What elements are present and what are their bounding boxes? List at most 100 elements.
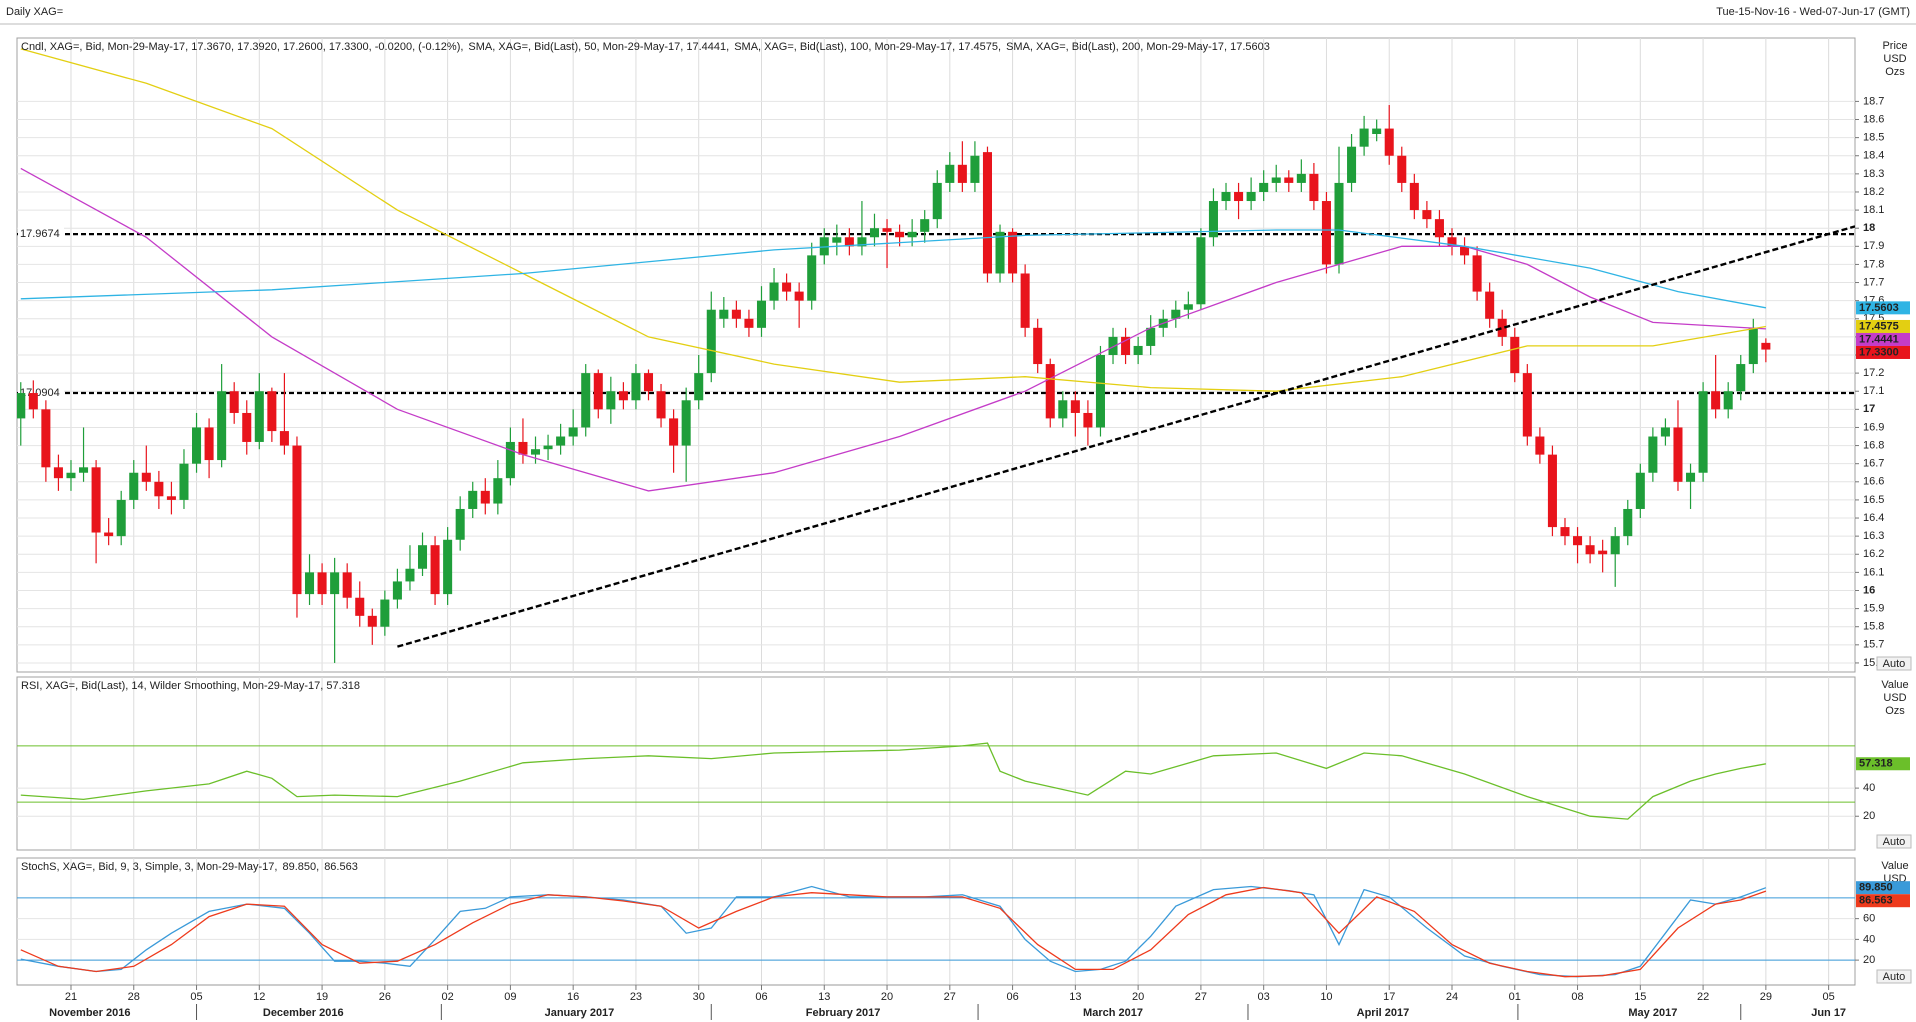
month-label: December 2016 — [263, 1007, 344, 1019]
candle-body — [192, 427, 202, 464]
candle-body — [631, 373, 641, 401]
candle-body — [1485, 291, 1495, 319]
candle-body — [920, 219, 930, 232]
candle-body — [79, 467, 89, 473]
axis-label: Price — [1882, 40, 1907, 52]
candle-body — [982, 152, 992, 274]
candle-body — [945, 164, 955, 183]
y-tick-label: 18.7 — [1863, 95, 1884, 107]
candle-body — [330, 572, 340, 595]
plot-area — [20, 742, 1767, 820]
candle-body — [154, 481, 164, 497]
candle-body — [1535, 436, 1545, 455]
candle-body — [1146, 327, 1156, 346]
candle-body — [1522, 373, 1532, 437]
candle-body — [731, 309, 741, 319]
axis-label: USD — [1883, 692, 1906, 704]
axis-label: Value — [1881, 679, 1908, 691]
candle-body — [1598, 550, 1608, 555]
candle-body — [1008, 231, 1018, 274]
x-tick-label: 15 — [1634, 991, 1646, 1003]
scale-button[interactable] — [1876, 656, 1912, 671]
candle-body — [1409, 182, 1419, 211]
x-tick-label: 23 — [630, 991, 642, 1003]
value-box — [1856, 301, 1910, 315]
candle-body — [1196, 237, 1206, 305]
candle-body — [844, 237, 854, 247]
candle-body — [1033, 327, 1043, 365]
candle-body — [618, 391, 628, 401]
candle-body — [66, 472, 76, 479]
x-tick-label: 03 — [1258, 991, 1270, 1003]
x-tick-label: 17 — [1383, 991, 1395, 1003]
candle-body — [995, 231, 1005, 274]
candle-body — [179, 463, 189, 500]
candle-body — [907, 231, 917, 238]
candle-body — [957, 164, 967, 183]
candle-body — [1284, 177, 1294, 183]
candle-body — [317, 572, 327, 595]
candle-body — [643, 373, 654, 392]
candle-body — [782, 282, 792, 292]
candle-body — [769, 282, 779, 301]
candle-body — [669, 418, 679, 446]
y-tick-label: 17.9 — [1863, 240, 1884, 252]
y-tick-label: 18.5 — [1863, 132, 1884, 144]
candle-body — [807, 255, 817, 301]
candle-body — [1208, 201, 1218, 238]
candle-body — [1547, 454, 1557, 528]
reference-label-bg — [18, 227, 64, 241]
y-tick-label: 16.1 — [1863, 566, 1884, 578]
candle-body — [1296, 173, 1306, 183]
scale-button-label[interactable]: Auto — [1883, 836, 1906, 848]
candle-body — [166, 496, 176, 500]
legend-entry: SMA, XAG=, Bid(Last), 100, Mon-29-May-17… — [734, 41, 1001, 53]
x-tick-label: 13 — [818, 991, 830, 1003]
trend-line — [397, 225, 1855, 648]
candle-body — [744, 318, 754, 328]
candle-body — [1271, 177, 1281, 183]
candle-body — [1171, 309, 1181, 319]
candle-body — [1422, 210, 1432, 220]
x-tick-label: 20 — [881, 991, 893, 1003]
candle-body — [1221, 191, 1231, 202]
candle-body — [1020, 273, 1030, 328]
candle-body — [681, 400, 691, 446]
candle-body — [1711, 391, 1721, 410]
month-label: February 2017 — [806, 1007, 881, 1019]
candle-body — [706, 309, 716, 374]
y-tick-label: 60 — [1863, 913, 1875, 925]
candle-body — [756, 300, 767, 328]
x-tick-label: 13 — [1069, 991, 1081, 1003]
scale-button-label[interactable]: Auto — [1883, 971, 1906, 983]
y-tick-label: 17.8 — [1863, 258, 1884, 270]
candle-body — [367, 615, 377, 627]
scale-button-label[interactable]: Auto — [1883, 658, 1906, 670]
candle-body — [305, 572, 315, 595]
candle-body — [1095, 355, 1105, 428]
candle-body — [970, 155, 980, 183]
axis-label: Value — [1881, 860, 1908, 872]
legend-entry: StochS, XAG=, Bid, 9, 3, Simple, 3, Mon-… — [21, 861, 277, 873]
candle-body — [1497, 318, 1507, 337]
scale-button[interactable] — [1876, 969, 1912, 984]
value-box — [1856, 319, 1910, 333]
candle-body — [217, 391, 227, 461]
candle-body — [1359, 128, 1369, 147]
y-tick-label: 18.6 — [1863, 113, 1884, 125]
candle-body — [1635, 472, 1645, 509]
y-tick-label: 16.7 — [1863, 458, 1884, 470]
candle-body — [568, 427, 578, 437]
candle-body — [355, 597, 365, 616]
x-tick-label: 21 — [65, 991, 77, 1003]
candle-body — [91, 467, 101, 533]
series-line — [20, 742, 1767, 820]
chart-title: Daily XAG= — [6, 6, 63, 18]
y-tick-label: 16 — [1863, 584, 1875, 596]
candle-body — [1736, 364, 1746, 392]
candle-body — [832, 237, 842, 243]
candle-body — [895, 231, 905, 238]
candle-body — [1384, 128, 1394, 156]
scale-button[interactable] — [1876, 834, 1912, 849]
